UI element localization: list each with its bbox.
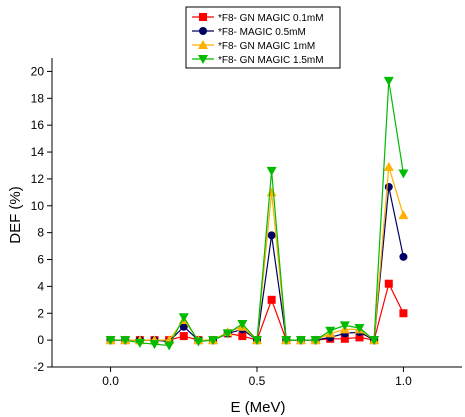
data-point <box>179 322 188 331</box>
data-point <box>134 338 145 348</box>
axis-ticks: 0.0 0.5 1.0 -2 0 2 4 6 8 10 12 14 16 18 20 <box>31 64 412 388</box>
series-layer <box>105 76 409 351</box>
data-point <box>164 341 175 351</box>
data-point <box>354 324 365 334</box>
data-point <box>384 279 393 288</box>
y-tick-label: 0 <box>37 333 44 347</box>
legend-item: *F8- MAGIC 0.5mM <box>192 27 306 38</box>
data-point <box>383 76 394 86</box>
data-point <box>281 336 292 346</box>
data-point <box>295 336 306 346</box>
legend-item: *F8- GN MAGIC 0.1mM <box>192 13 324 24</box>
data-point <box>383 161 394 171</box>
x-tick-label: 1.0 <box>395 374 412 388</box>
data-point <box>267 295 276 304</box>
y-tick-label: 16 <box>31 118 45 132</box>
x-axis-title: E (MeV) <box>230 399 285 416</box>
data-point <box>179 332 188 341</box>
data-point <box>399 309 408 318</box>
legend-label: *F8- GN MAGIC 1.5mM <box>218 55 324 66</box>
legend: *F8- GN MAGIC 0.1mM *F8- MAGIC 0.5mM *F8- … <box>185 6 341 69</box>
data-point <box>267 231 276 240</box>
data-point <box>340 334 349 343</box>
x-tick-label: 0.5 <box>249 374 266 388</box>
data-point <box>237 320 248 330</box>
data-point <box>398 210 409 220</box>
data-point <box>208 336 219 346</box>
data-point <box>266 166 277 176</box>
data-point <box>178 313 189 323</box>
data-point <box>222 329 233 339</box>
data-point <box>325 326 336 336</box>
legend-marker <box>198 40 208 49</box>
series-3 <box>105 161 409 345</box>
data-point <box>252 336 262 346</box>
y-tick-label: 12 <box>31 172 45 186</box>
data-point <box>149 340 160 350</box>
y-tick-label: 4 <box>37 279 44 293</box>
data-point <box>105 336 116 346</box>
legend-marker <box>199 13 207 21</box>
legend-label: *F8- MAGIC 0.5mM <box>218 27 306 38</box>
series-line <box>110 80 404 347</box>
legend-marker <box>198 55 208 64</box>
legend-items: *F8- GN MAGIC 0.1mM *F8- MAGIC 0.5mM *F8- … <box>192 13 324 66</box>
data-point <box>369 336 380 346</box>
data-point <box>339 321 350 331</box>
legend-label: *F8- GN MAGIC 0.1mM <box>218 13 324 24</box>
data-point <box>399 252 408 261</box>
y-tick-label: 10 <box>31 199 45 213</box>
y-tick-label: 2 <box>37 306 44 320</box>
data-point <box>266 187 277 197</box>
data-point <box>355 333 364 342</box>
series-4 <box>105 76 409 351</box>
data-point <box>120 336 131 346</box>
x-tick-label: 0.0 <box>102 374 119 388</box>
series-2 <box>106 182 408 346</box>
y-tick-label: 18 <box>31 91 45 105</box>
y-tick-label: -2 <box>33 360 44 374</box>
data-point <box>384 182 393 191</box>
series-line <box>110 166 404 342</box>
y-axis-title: DEF (%) <box>7 186 24 244</box>
legend-item: *F8- GN MAGIC 1.5mM <box>192 55 324 66</box>
y-tick-label: 20 <box>31 64 45 78</box>
legend-label: *F8- GN MAGIC 1mM <box>218 41 315 52</box>
data-point <box>238 332 247 341</box>
y-tick-label: 6 <box>37 253 44 267</box>
series-line <box>110 186 404 343</box>
plot-area: 0.0 0.5 1.0 -2 0 2 4 6 8 10 12 14 16 18 20 <box>31 58 462 388</box>
y-tick-label: 8 <box>37 226 44 240</box>
legend-marker <box>199 27 207 35</box>
data-point <box>310 336 321 346</box>
legend-item: *F8- GN MAGIC 1mM <box>192 40 315 52</box>
data-point <box>193 337 204 347</box>
y-tick-label: 14 <box>31 145 45 159</box>
data-point <box>398 169 409 179</box>
